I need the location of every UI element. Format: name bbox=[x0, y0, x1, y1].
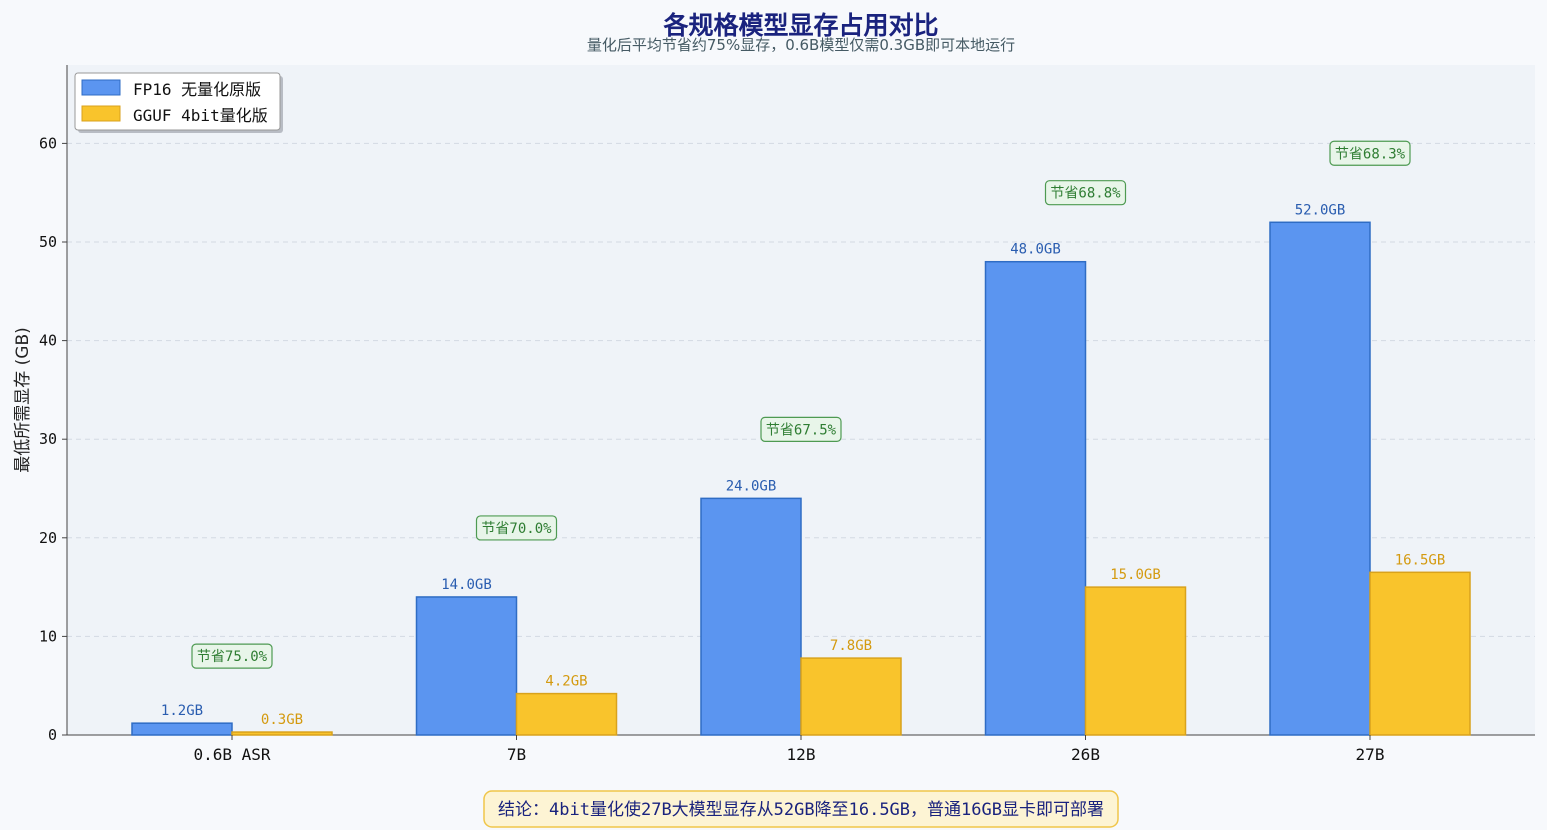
x-labels: 0.6B ASR 7B 12B 26B 27B bbox=[193, 735, 1384, 764]
y-tick-label: 40 bbox=[39, 332, 57, 350]
y-ticks: 0 10 20 30 40 50 60 bbox=[39, 134, 67, 744]
value-label-gguf: 0.3GB bbox=[261, 712, 303, 728]
bar-fp16 bbox=[700, 497, 802, 736]
savings-labels: 节省75.0% 节省70.0% 节省67.5% 节省68.8% 节省68.3% bbox=[191, 140, 1411, 669]
conclusion-text: 结论：4bit量化使27B大模型显存从52GB降至16.5GB，普通16GB显卡… bbox=[498, 799, 1104, 820]
value-label-fp16: 48.0GB bbox=[1010, 242, 1061, 258]
savings-label: 节省67.5% bbox=[766, 422, 837, 438]
conclusion-box bbox=[483, 790, 1119, 828]
x-tick-label: 12B bbox=[787, 745, 816, 764]
bar-gguf bbox=[231, 731, 333, 736]
bar-fp16 bbox=[984, 260, 1087, 736]
bar-fp16 bbox=[1269, 221, 1371, 736]
x-tick-label: 27B bbox=[1356, 745, 1385, 764]
value-label-gguf: 7.8GB bbox=[830, 638, 872, 654]
legend-box bbox=[74, 72, 281, 131]
value-labels: 1.2GB 0.3GB 14.0GB 4.2GB 24.0GB 7.8GB 48.0GB 15… bbox=[161, 202, 1445, 728]
y-tick-label: 10 bbox=[39, 627, 57, 645]
y-tick-label: 60 bbox=[39, 134, 57, 152]
savings-label: 节省68.8% bbox=[1050, 186, 1121, 202]
bars bbox=[131, 221, 1471, 736]
y-tick-label: 20 bbox=[39, 529, 57, 547]
bar-fp16 bbox=[415, 596, 518, 736]
savings-badge-box bbox=[1044, 180, 1127, 206]
x-tick-label: 26B bbox=[1071, 745, 1100, 764]
legend-swatch-fp16 bbox=[81, 79, 121, 96]
bar-fp16 bbox=[131, 722, 233, 736]
x-tick-label: 7B bbox=[507, 745, 526, 764]
value-label-fp16: 1.2GB bbox=[161, 703, 203, 719]
bar-gguf bbox=[1084, 586, 1187, 736]
savings-label: 节省70.0% bbox=[481, 521, 552, 537]
value-label-fp16: 52.0GB bbox=[1295, 202, 1346, 218]
bar-gguf bbox=[515, 692, 618, 736]
value-label-gguf: 4.2GB bbox=[545, 674, 587, 690]
bar-gguf bbox=[800, 657, 902, 736]
savings-badge-box bbox=[191, 643, 273, 669]
savings-badge: 节省68.3% bbox=[1329, 140, 1411, 166]
savings-label: 节省75.0% bbox=[197, 649, 268, 665]
value-label-gguf: 15.0GB bbox=[1110, 567, 1161, 583]
x-tick-label: 0.6B ASR bbox=[193, 745, 270, 764]
y-axis-label: 最低所需显存 (GB) bbox=[13, 327, 33, 473]
legend-swatch-gguf bbox=[81, 105, 121, 122]
savings-badge: 节省70.0% bbox=[475, 515, 558, 541]
conclusion-note: 结论：4bit量化使27B大模型显存从52GB降至16.5GB，普通16GB显卡… bbox=[483, 790, 1119, 828]
bar-gguf bbox=[1369, 571, 1471, 736]
y-tick-label: 50 bbox=[39, 233, 57, 251]
savings-badge-box bbox=[475, 515, 558, 541]
value-label-gguf: 16.5GB bbox=[1395, 552, 1446, 568]
savings-badge: 节省67.5% bbox=[760, 416, 842, 442]
savings-badge: 节省75.0% bbox=[191, 643, 273, 669]
y-tick-label: 30 bbox=[39, 430, 57, 448]
value-label-fp16: 24.0GB bbox=[726, 478, 777, 494]
legend: FP16 无量化原版 GGUF 4bit量化版 bbox=[74, 72, 283, 133]
chart-subtitle: 量化后平均节省约75%显存，0.6B模型仅需0.3GB即可本地运行 bbox=[587, 36, 1015, 54]
savings-badge: 节省68.8% bbox=[1044, 180, 1127, 206]
legend-label-gguf: GGUF 4bit量化版 bbox=[133, 106, 268, 125]
savings-badge-box bbox=[760, 416, 842, 442]
savings-label: 节省68.3% bbox=[1335, 146, 1406, 162]
value-label-fp16: 14.0GB bbox=[441, 577, 492, 593]
savings-badge-box bbox=[1329, 140, 1411, 166]
chart-title: 各规格模型显存占用对比 bbox=[662, 11, 938, 40]
y-tick-label: 0 bbox=[48, 726, 57, 744]
legend-label-fp16: FP16 无量化原版 bbox=[133, 80, 261, 99]
